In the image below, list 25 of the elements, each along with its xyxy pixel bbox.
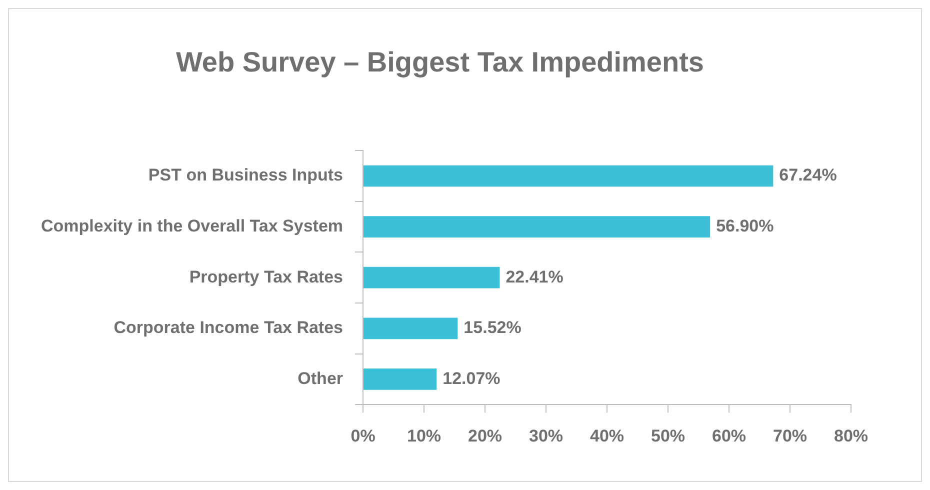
- x-tick-label: 0%: [350, 426, 376, 446]
- x-tick-label: 30%: [528, 426, 564, 446]
- bar: [364, 216, 710, 238]
- y-tick-label: Other: [298, 368, 344, 388]
- chart-title: Web Survey – Biggest Tax Impediments: [176, 46, 704, 78]
- bar: [364, 266, 500, 288]
- data-label: 22.41%: [506, 267, 564, 286]
- x-tick-label: 20%: [468, 426, 502, 446]
- x-tick-label: 50%: [650, 426, 686, 446]
- x-tick-label: 40%: [590, 426, 624, 446]
- data-label: 67.24%: [779, 166, 837, 185]
- data-label: 12.07%: [442, 368, 500, 388]
- x-tick-label: 80%: [834, 426, 868, 446]
- bar: [364, 318, 458, 340]
- x-tick-label: 60%: [712, 426, 746, 446]
- data-label: 15.52%: [464, 318, 522, 338]
- x-tick-label: 10%: [407, 426, 442, 446]
- bar: [364, 368, 437, 390]
- data-label: 56.90%: [716, 216, 774, 236]
- bar: [364, 165, 774, 187]
- y-tick-label: PST on Business Inputs: [148, 166, 344, 185]
- y-tick-label: Property Tax Rates: [189, 267, 344, 286]
- x-tick-label: 70%: [772, 426, 808, 446]
- y-tick-label: Corporate Income Tax Rates: [114, 318, 344, 338]
- y-tick-label: Complexity in the Overall Tax System: [41, 216, 344, 236]
